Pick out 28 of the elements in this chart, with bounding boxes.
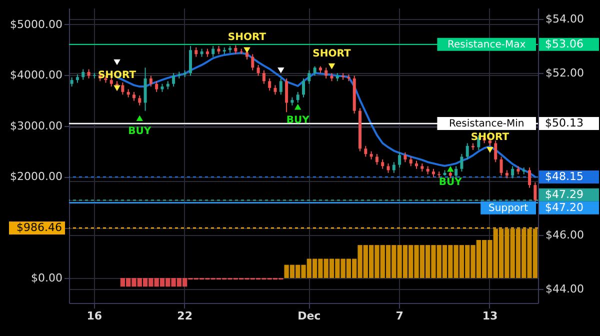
- y-tick-label: $986.46: [16, 220, 62, 234]
- y2-tick-label: $47.20: [545, 200, 584, 214]
- y2-tick-label: $50.13: [545, 116, 584, 130]
- y2-tick-label: $47.29: [545, 188, 584, 201]
- y-tick-label: $4000.00: [10, 68, 62, 82]
- text: SHORT: [312, 48, 351, 60]
- text: BUY: [128, 126, 152, 138]
- y-tick-label: $5000.00: [10, 18, 62, 31]
- y-tick-label: $0.00: [31, 272, 62, 285]
- x-tick-label: 22: [177, 310, 192, 322]
- y2-tick-label: $52.00: [546, 66, 584, 80]
- y2-tick-label: $54.00: [546, 12, 584, 26]
- y2-tick-label: $48.15: [545, 170, 584, 183]
- y2-tick-label: $44.00: [546, 282, 584, 296]
- x-tick-label: 7: [396, 310, 404, 322]
- text: BUY: [438, 176, 462, 188]
- x-tick-label: 16: [86, 310, 102, 322]
- ref-line-label: Support: [488, 202, 528, 214]
- y-tick-label: $2000.00: [10, 170, 62, 184]
- y2-tick-label: $46.00: [546, 228, 584, 242]
- y2-tick-label: $53.06: [545, 37, 584, 50]
- series-label: BUY: [286, 114, 310, 126]
- y-tick-label: $3000.00: [10, 119, 62, 132]
- text: SHORT: [228, 32, 266, 44]
- ref-line-label: Resistance-Max: [448, 39, 526, 50]
- ref-line-label: Resistance-Min: [448, 118, 524, 130]
- x-tick-label: 13: [482, 310, 498, 322]
- x-tick-label: Dec: [298, 310, 321, 322]
